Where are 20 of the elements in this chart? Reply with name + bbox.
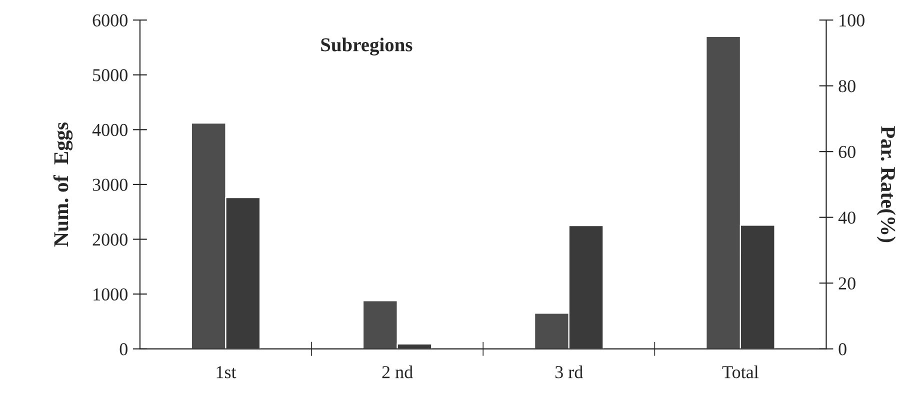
x-tick-label: 2 nd — [382, 366, 413, 378]
y2-tick-label: 20 — [838, 277, 856, 290]
y2-axis-title: Par. Rate(%) — [876, 126, 896, 242]
x-tick-label: 3 rd — [555, 366, 583, 378]
y-tick-label: 0 — [120, 343, 128, 356]
text: Subregions — [321, 38, 412, 56]
y2-tick-label: 0 — [838, 343, 846, 356]
y-axis-title: Num. of Eggs — [53, 122, 73, 247]
x-tick-label: 1st — [216, 366, 236, 378]
y-tick-label: 6000 — [92, 14, 128, 26]
y2-tick-label: 60 — [838, 146, 856, 158]
y-tick-label: 2000 — [92, 234, 128, 246]
x-tick-label: Total — [722, 366, 759, 378]
y-tick-label: 5000 — [93, 69, 128, 82]
y2-tick-label: 40 — [838, 212, 856, 224]
y2-tick-label: 100 — [840, 14, 864, 26]
y-tick-label: 4000 — [92, 124, 128, 136]
y-tick-label: 1000 — [94, 288, 128, 301]
y2-tick-label: 80 — [838, 80, 856, 92]
y-tick-label: 3000 — [92, 178, 128, 191]
